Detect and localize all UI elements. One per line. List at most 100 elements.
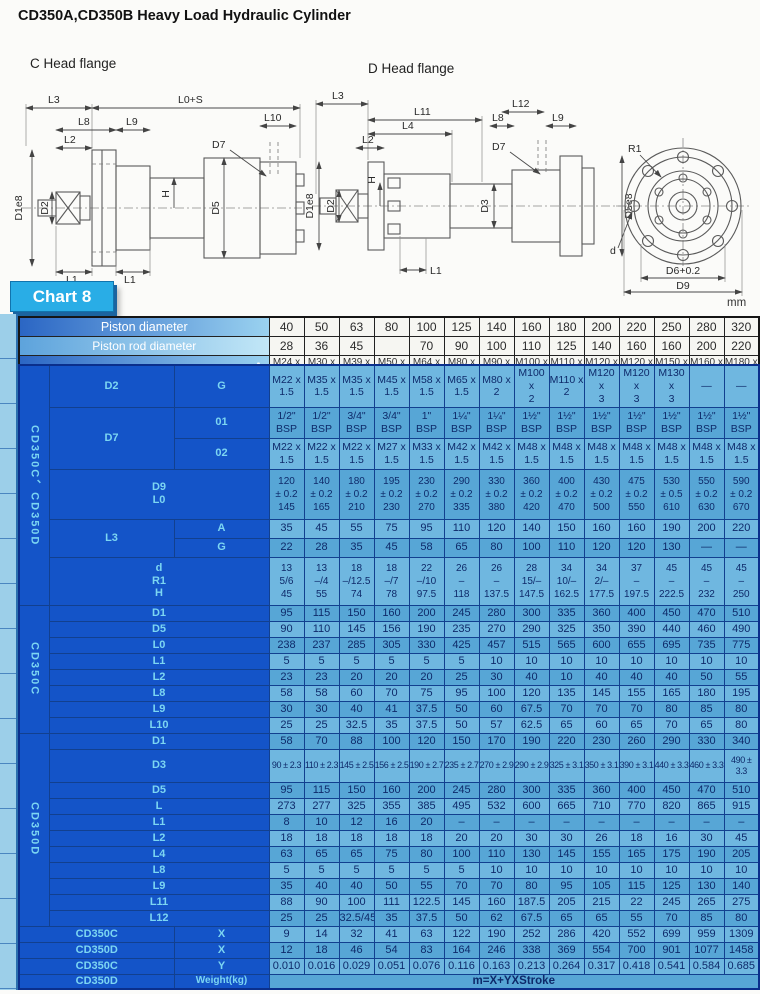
value-cell: 65 bbox=[618, 716, 655, 734]
value-cell: 65 bbox=[548, 716, 585, 734]
value-cell: 0.541 bbox=[653, 957, 690, 975]
value-cell: 25 bbox=[443, 668, 480, 686]
value-cell: 8 bbox=[268, 813, 305, 831]
value-cell: 58 bbox=[268, 684, 305, 702]
value-cell: M65 x 1.5 bbox=[443, 364, 480, 408]
value-cell: M110 x 2 bbox=[548, 364, 585, 408]
value-cell: 37.5 bbox=[408, 700, 445, 718]
value-cell: 70 bbox=[653, 716, 690, 734]
value-cell: 457 bbox=[478, 636, 515, 654]
value-cell: 37.5 bbox=[408, 716, 445, 734]
value-cell: 155 bbox=[618, 684, 655, 702]
value-cell: 63 bbox=[268, 845, 305, 863]
value-cell: 220 bbox=[723, 518, 760, 539]
value-cell: 340 bbox=[723, 732, 760, 750]
value-cell: 26 – 137.5 bbox=[478, 556, 515, 606]
value-cell: – bbox=[443, 813, 480, 831]
value-cell: 45 – 222.5 bbox=[653, 556, 690, 606]
value-cell: 140 bbox=[513, 518, 550, 539]
value-cell: 41 bbox=[373, 925, 410, 943]
value-cell: 120 bbox=[583, 537, 620, 558]
value-cell: 58 bbox=[303, 684, 340, 702]
value-cell: 115 bbox=[618, 877, 655, 895]
value-cell: M35 x 1.5 bbox=[338, 364, 375, 408]
value-cell: 10 bbox=[723, 652, 760, 670]
dim-label: L4 bbox=[402, 120, 414, 132]
value-cell: 18 bbox=[373, 829, 410, 847]
value-cell: 490 ± 3.3 bbox=[723, 748, 760, 783]
value-cell: 41 bbox=[373, 700, 410, 718]
header-value-cell: 80 bbox=[373, 316, 410, 337]
value-cell: 1458 bbox=[723, 941, 760, 959]
value-cell: 35 bbox=[338, 537, 375, 558]
value-cell: 200 bbox=[408, 604, 445, 622]
value-cell: 16 bbox=[373, 813, 410, 831]
header-value-cell: 125 bbox=[548, 335, 585, 356]
page-title: CD350A,CD350B Heavy Load Hydraulic Cylin… bbox=[18, 8, 351, 24]
value-cell: 5 bbox=[408, 652, 445, 670]
value-cell: 80 bbox=[723, 716, 760, 734]
value-cell: 18 bbox=[268, 829, 305, 847]
value-cell: 22 bbox=[268, 537, 305, 558]
value-cell: 10 bbox=[513, 861, 550, 879]
row-label: L4 bbox=[48, 845, 270, 863]
value-cell: 90 bbox=[303, 893, 340, 911]
value-cell: 35 bbox=[373, 909, 410, 927]
value-cell: 10 bbox=[653, 652, 690, 670]
value-cell: 440 bbox=[653, 620, 690, 638]
value-cell: – bbox=[618, 813, 655, 831]
value-cell: 160 bbox=[583, 518, 620, 539]
value-cell: 0.685 bbox=[723, 957, 760, 975]
value-cell: 70 bbox=[653, 909, 690, 927]
value-cell: 190 ± 2.7 bbox=[408, 748, 445, 783]
value-cell: 590 ± 0.2 670 bbox=[723, 468, 760, 520]
value-cell: 5 bbox=[338, 652, 375, 670]
value-cell: 360 bbox=[583, 604, 620, 622]
value-cell: 554 bbox=[583, 941, 620, 959]
value-cell: 80 bbox=[653, 700, 690, 718]
value-cell: 460 ± 3.3 bbox=[688, 748, 725, 783]
value-cell: 495 bbox=[443, 797, 480, 815]
value-cell: 5 bbox=[373, 861, 410, 879]
value-cell: 35 bbox=[268, 877, 305, 895]
row-label: L11 bbox=[48, 893, 270, 911]
row-label: D7 bbox=[48, 406, 175, 470]
value-cell: 75 bbox=[373, 518, 410, 539]
row-label: d R1 H bbox=[48, 556, 270, 606]
value-cell: 195 ± 0.2 230 bbox=[373, 468, 410, 520]
value-cell: 1½" BSP bbox=[618, 406, 655, 439]
row-label: L2 bbox=[48, 829, 270, 847]
row-sublabel: G bbox=[173, 537, 270, 558]
value-cell: 18 –/7 78 bbox=[373, 556, 410, 606]
value-cell: 34 10/– 162.5 bbox=[548, 556, 585, 606]
value-cell: 100 bbox=[443, 845, 480, 863]
value-cell: 80 bbox=[408, 845, 445, 863]
value-cell: 820 bbox=[653, 797, 690, 815]
header-value-cell: 200 bbox=[583, 316, 620, 337]
value-cell: 14 bbox=[303, 925, 340, 943]
value-cell: 655 bbox=[618, 636, 655, 654]
header-value-cell: 36 bbox=[303, 335, 340, 356]
value-cell: 95 bbox=[268, 604, 305, 622]
value-cell: 245 bbox=[443, 781, 480, 799]
value-cell: 552 bbox=[618, 925, 655, 943]
value-cell: 135 bbox=[548, 684, 585, 702]
value-cell: M22 x 1.5 bbox=[303, 437, 340, 470]
value-cell: 25 bbox=[303, 909, 340, 927]
value-cell: 145 bbox=[338, 620, 375, 638]
dim-label: L0+S bbox=[178, 94, 203, 106]
value-cell: 60 bbox=[338, 684, 375, 702]
value-cell: 699 bbox=[653, 925, 690, 943]
value-cell: 130 bbox=[513, 845, 550, 863]
value-cell: 95 bbox=[548, 877, 585, 895]
value-cell: 1309 bbox=[723, 925, 760, 943]
header-value-cell: 250 bbox=[653, 316, 690, 337]
value-cell: 46 bbox=[338, 941, 375, 959]
value-cell: 0.213 bbox=[513, 957, 550, 975]
value-cell: M22 x 1.5 bbox=[268, 364, 305, 408]
value-cell: 45 bbox=[723, 829, 760, 847]
value-cell: 65 bbox=[548, 909, 585, 927]
value-cell: 190 bbox=[653, 518, 690, 539]
dim-label: L12 bbox=[512, 98, 530, 110]
value-cell: 45 bbox=[373, 537, 410, 558]
